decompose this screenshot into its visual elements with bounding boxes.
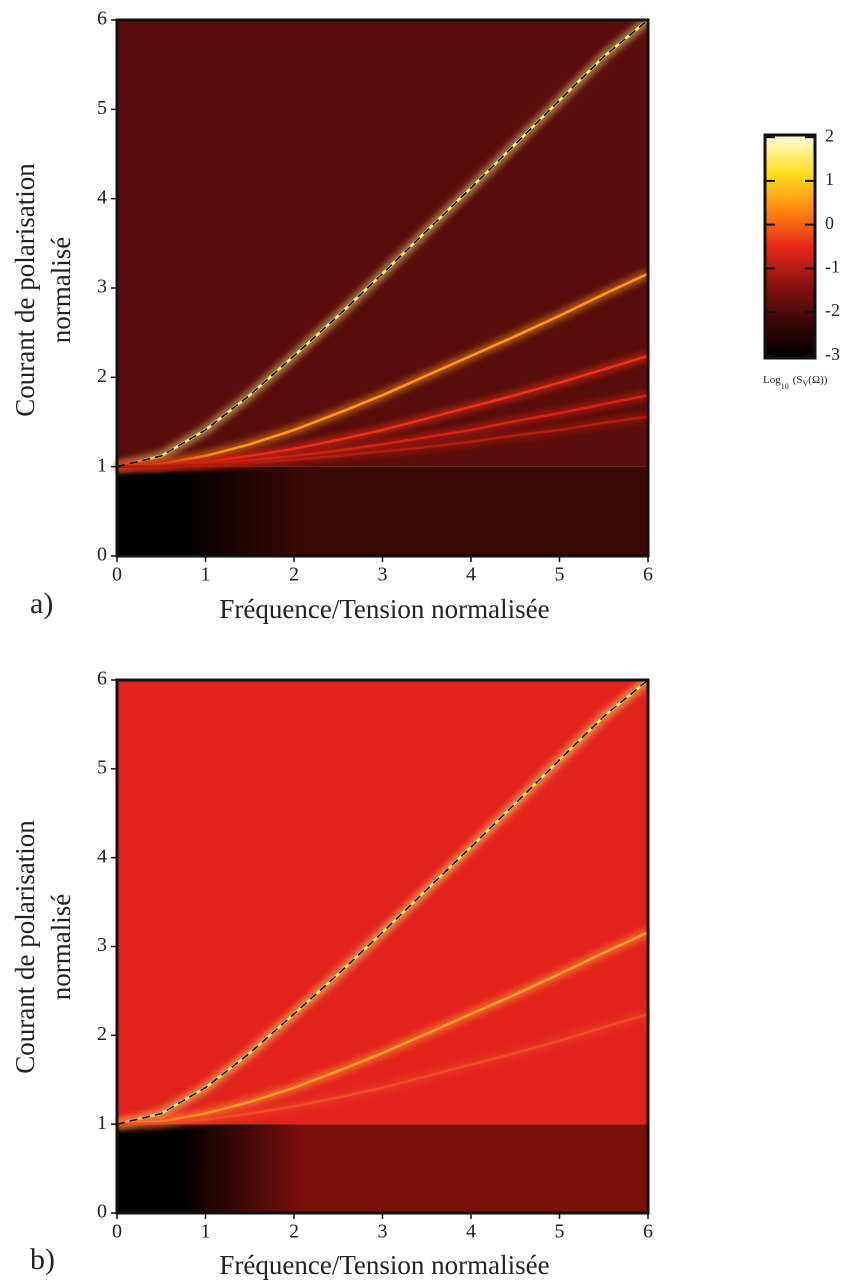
y-axis-label: Courant de polarisation: [10, 820, 40, 1074]
colorbar-tick-label: -3: [825, 344, 840, 364]
colorbar: [763, 133, 817, 360]
y-tick-label: 2: [97, 1023, 107, 1045]
x-tick-label: 6: [643, 1221, 653, 1243]
colorbar-label-part: (Ω)): [808, 374, 828, 386]
y-axis-label: normalisé: [46, 894, 76, 1000]
colorbar-tick-label: 2: [825, 125, 834, 145]
x-axis-label: Fréquence/Tension normalisée: [219, 594, 549, 624]
colorbar-label-part: V: [803, 379, 809, 388]
x-tick-label: 6: [643, 564, 653, 586]
colorbar-tick-label: -1: [825, 256, 840, 276]
y-tick-label: 4: [97, 186, 107, 208]
y-tick-label: 0: [97, 1201, 107, 1223]
colorbar-label-part: Log: [763, 374, 781, 386]
colorbar-label-part: (S: [793, 374, 803, 386]
x-axis-label: Fréquence/Tension normalisée: [219, 1250, 549, 1280]
fit-curve: [116, 679, 649, 1125]
x-tick-label: 5: [555, 564, 565, 586]
fit-curve: [116, 19, 649, 468]
y-tick-label: 6: [97, 668, 107, 690]
heatmap-background-low: [117, 466, 648, 556]
x-tick-label: 1: [201, 1221, 211, 1243]
x-tick-label: 3: [378, 1221, 388, 1243]
x-tick-label: 4: [466, 1221, 476, 1243]
y-tick-label: 4: [97, 845, 107, 867]
y-tick-label: 0: [97, 544, 107, 566]
colorbar-tick-label: -2: [825, 300, 840, 320]
y-tick-label: 3: [97, 276, 107, 298]
y-tick-label: 6: [97, 8, 107, 30]
y-tick-label: 2: [97, 365, 107, 387]
x-tick-label: 2: [289, 1221, 299, 1243]
x-tick-label: 0: [112, 564, 122, 586]
y-tick-label: 5: [97, 756, 107, 778]
x-tick-label: 1: [201, 564, 211, 586]
heatmap-background-low: [117, 1124, 648, 1213]
ridge: [116, 1012, 649, 1126]
y-tick-label: 1: [97, 454, 107, 476]
ridge: [117, 415, 649, 468]
colorbar-label: Log10 (SV(Ω)): [763, 374, 828, 391]
y-tick-label: 3: [97, 934, 107, 956]
x-tick-label: 2: [289, 564, 299, 586]
panel-label: b): [30, 1243, 55, 1276]
x-tick-label: 3: [378, 564, 388, 586]
y-tick-label: 5: [97, 97, 107, 119]
y-tick-label: 1: [97, 1112, 107, 1134]
colorbar-tick-label: 1: [825, 169, 834, 189]
x-tick-label: 0: [112, 1221, 122, 1243]
panel-label: a): [30, 587, 53, 620]
colorbar-tick-label: 0: [825, 213, 834, 233]
ridge: [116, 272, 649, 468]
ridge: [116, 931, 649, 1126]
y-axis-label: normalisé: [46, 237, 76, 343]
y-axis-label: Courant de polarisation: [10, 163, 40, 417]
x-tick-label: 5: [555, 1221, 565, 1243]
colorbar-label-part: 10: [781, 382, 789, 391]
x-tick-label: 4: [466, 564, 476, 586]
